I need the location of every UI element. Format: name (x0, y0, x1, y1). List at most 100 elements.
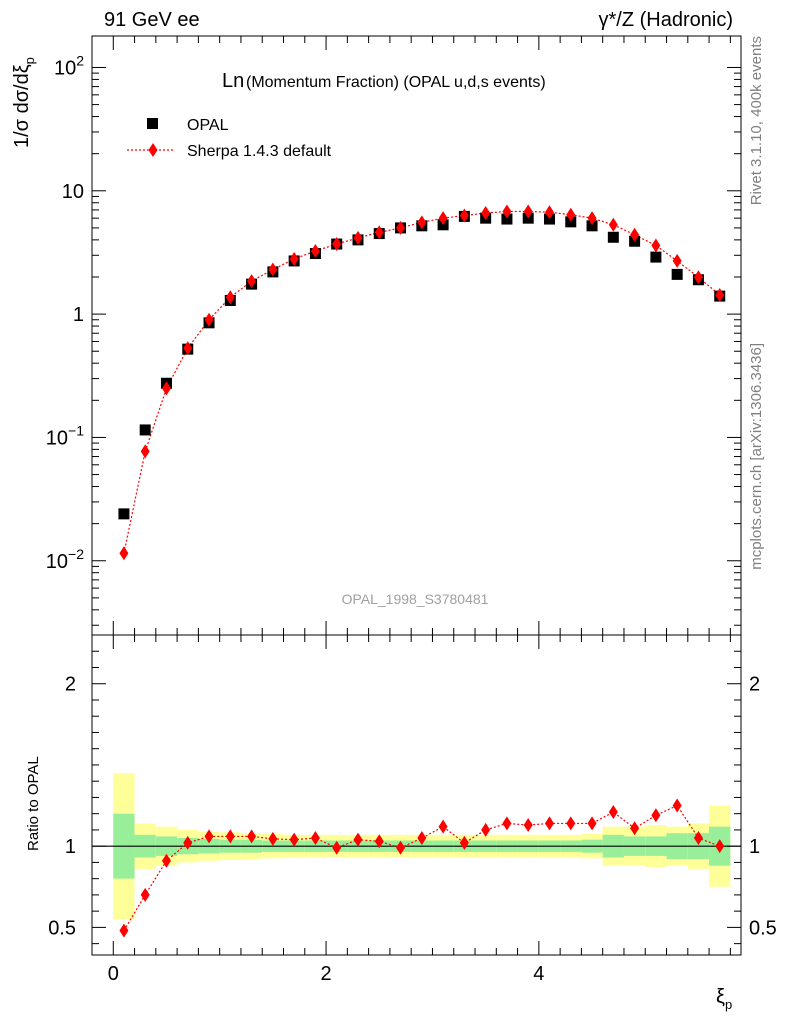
y-tick-label-main: 10−1 (46, 422, 84, 449)
ratio-axes: 0.5 0.5 1 1 2 2 (48, 650, 777, 945)
sherpa-point (268, 262, 278, 277)
x-tick-label: 4 (533, 963, 544, 985)
y-tick-label-main: 102 (54, 52, 84, 79)
opal-point (118, 508, 130, 520)
legend: OPAL Sherpa 1.4.3 default (127, 117, 332, 160)
ratio-point (119, 923, 129, 938)
ratio-point (481, 822, 491, 837)
ratio-point (353, 832, 363, 847)
y-tick-label-ratio-right: 2 (749, 674, 760, 696)
y-tick-label-ratio-right: 0.5 (749, 917, 777, 939)
sherpa-point (438, 211, 448, 226)
sherpa-point (630, 227, 640, 242)
ratio-point (651, 808, 661, 823)
main-series (118, 204, 726, 561)
sherpa-point (119, 546, 129, 561)
ratio-series (119, 798, 725, 938)
opal-point (607, 231, 619, 243)
y-tick-label-main: 10 (62, 181, 84, 203)
x-axis-title: ξp (716, 986, 732, 1012)
ratio-point (417, 831, 427, 846)
sherpa-point (587, 211, 597, 226)
sherpa-point (502, 204, 512, 219)
sherpa-point (523, 204, 533, 219)
legend-opal-marker (147, 118, 158, 129)
sherpa-point (247, 274, 257, 289)
opal-point (671, 268, 683, 280)
opal-point (139, 424, 151, 436)
sherpa-point (481, 206, 491, 221)
sherpa-point (608, 217, 618, 232)
opal-point (650, 251, 662, 263)
header-right-label: γ*/Z (Hadronic) (599, 9, 733, 31)
chart-title: Ln (Momentum Fraction) (OPAL u,d,s event… (222, 70, 546, 92)
ratio-point (608, 805, 618, 820)
ratio-point (247, 829, 257, 844)
y-tick-label-main: 1 (73, 304, 84, 326)
source-label: mcplots.cern.ch [arXiv:1306.3436] (748, 343, 765, 570)
y-tick-label-main: 10−2 (46, 546, 84, 573)
ratio-point (523, 818, 533, 833)
rivet-version-label: Rivet 3.1.10, 400k events (748, 36, 765, 205)
sherpa-point (544, 205, 554, 220)
ratio-point (502, 816, 512, 831)
sherpa-point (715, 287, 725, 302)
ratio-point (438, 819, 448, 834)
legend-sherpa-marker (148, 143, 158, 157)
y-axis-title-ratio: Ratio to OPAL (25, 756, 42, 851)
sherpa-point (353, 230, 363, 245)
ratio-point (459, 835, 469, 850)
ratio-point (310, 831, 320, 846)
sherpa-point (332, 237, 342, 252)
sherpa-point (310, 243, 320, 258)
ratio-point (587, 816, 597, 831)
x-tick-label: 2 (321, 963, 332, 985)
ratio-point (268, 831, 278, 846)
ratio-point (566, 816, 576, 831)
x-axis: 0 2 4 (108, 36, 731, 985)
ratio-point (715, 839, 725, 854)
sherpa-point (651, 238, 661, 253)
ratio-plot-frame (91, 634, 742, 956)
header-left-label: 91 GeV ee (104, 9, 200, 31)
sherpa-point (225, 290, 235, 305)
y-tick-label-ratio: 2 (65, 674, 76, 696)
ratio-point (204, 829, 214, 844)
opal-point (565, 216, 577, 228)
chart-title-text: (Momentum Fraction) (OPAL u,d,s events) (246, 74, 546, 91)
analysis-watermark: OPAL_1998_S3780481 (342, 591, 489, 607)
x-tick-label: 0 (108, 963, 119, 985)
ratio-point (396, 840, 406, 855)
sherpa-point (289, 251, 299, 266)
ratio-point (374, 834, 384, 849)
opal-point (501, 213, 513, 225)
ratio-point (183, 835, 193, 850)
sherpa-point (140, 444, 150, 459)
ratio-point (672, 798, 682, 813)
sherpa-point (459, 208, 469, 223)
chart-title-prefix: Ln (222, 70, 244, 92)
y-tick-label-ratio: 1 (65, 836, 76, 858)
ratio-point (544, 816, 554, 831)
ratio-point (289, 832, 299, 847)
ratio-point (225, 829, 235, 844)
legend-opal-label: OPAL (187, 117, 229, 134)
sherpa-point (183, 341, 193, 356)
ratio-point (332, 840, 342, 855)
sherpa-point (566, 207, 576, 222)
main-axes: 102 10 1 10−1 10−2 (46, 52, 741, 626)
y-axis-title-main: 1/σ dσ/dξp (11, 57, 37, 148)
y-axis-title-main-text: 1/σ dσ/dξp (11, 57, 37, 148)
sherpa-point (672, 253, 682, 268)
ratio-point (161, 853, 171, 868)
sherpa-point (396, 220, 406, 235)
opal-point (586, 220, 598, 232)
sherpa-point (161, 381, 171, 396)
sherpa-point (374, 225, 384, 240)
sherpa-point (693, 270, 703, 285)
y-tick-label-ratio: 0.5 (48, 917, 76, 939)
ratio-point (140, 887, 150, 902)
sherpa-line (123, 210, 721, 554)
sherpa-point (204, 312, 214, 327)
